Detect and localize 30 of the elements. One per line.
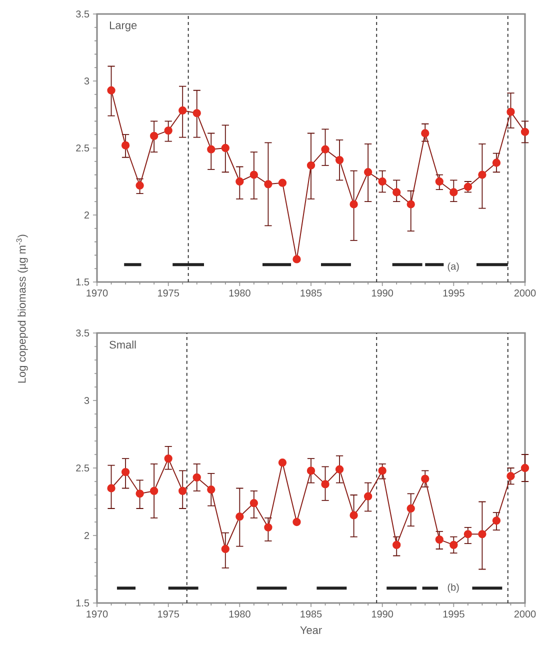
x-tick-label: 1990: [372, 290, 394, 297]
y-tick-label: 2.5: [76, 464, 90, 472]
x-tick-label: 1980: [229, 610, 250, 618]
y-tick-label: 3: [84, 396, 90, 404]
x-tick-label: 1995: [443, 610, 464, 618]
x-tick-label: 1990: [372, 610, 394, 618]
x-tick-label: 1980: [229, 290, 250, 297]
x-tick-label: 1970: [86, 610, 108, 618]
y-tick-label: 3: [84, 77, 90, 85]
text: Large: [110, 22, 137, 32]
y-tick-label: 2: [84, 212, 90, 218]
x-tick-label: 1975: [158, 610, 179, 618]
x-axis-title: Year: [300, 626, 322, 634]
x-tick-label: 1975: [158, 290, 179, 297]
x-tick-label: 1970: [86, 290, 108, 297]
x-tick-label: 2000: [514, 610, 536, 618]
y-tick-label: 3.5: [76, 329, 90, 337]
x-tick-label: 1995: [443, 290, 464, 297]
y-tick-label: 2: [84, 532, 90, 539]
y-tick-label: 3.5: [76, 10, 90, 18]
y-axis-title: Log copepod biomass (µg m$^{-3}$): [16, 234, 28, 383]
y-tick-label: 2.5: [76, 144, 90, 152]
text: Small: [110, 340, 136, 349]
x-tick-label: 1985: [300, 290, 322, 297]
y-tick-label: 1.5: [76, 278, 90, 286]
x-tick-label: 1985: [300, 610, 322, 618]
annotation: (a): [448, 262, 459, 272]
annotation: (b): [448, 583, 459, 593]
y-tick-label: 1.5: [76, 600, 90, 606]
x-tick-label: 2000: [514, 290, 536, 297]
